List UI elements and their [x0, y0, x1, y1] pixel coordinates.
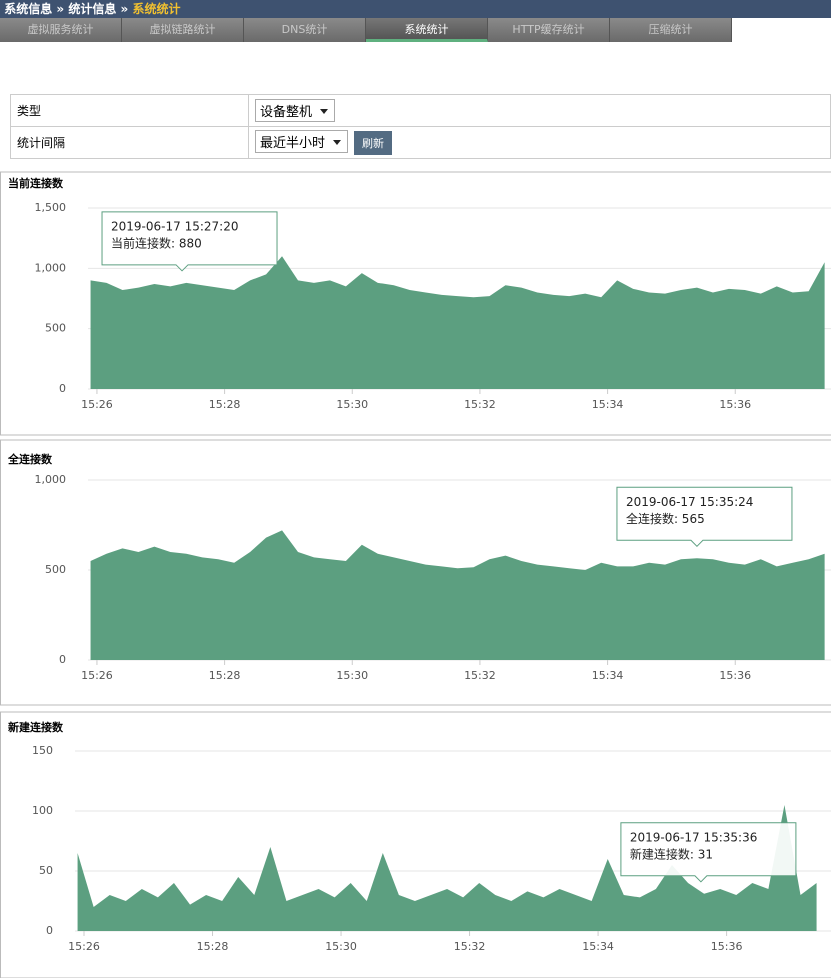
y-tick-label: 500 [45, 322, 66, 335]
x-tick-label: 15:36 [711, 940, 743, 953]
tab[interactable]: 系统统计 [366, 18, 488, 42]
x-tick-label: 15:28 [209, 398, 241, 411]
x-tick-label: 15:26 [81, 669, 113, 682]
x-tick-label: 15:28 [197, 940, 229, 953]
x-tick-label: 15:26 [81, 398, 113, 411]
tooltip-box [620, 822, 797, 883]
tab[interactable]: 虚拟服务统计 [0, 18, 122, 42]
x-tick-label: 15:34 [592, 398, 624, 411]
tooltip: 2019-06-17 15:35:36 新建连接数: 31 [620, 822, 797, 883]
tooltip-text: 当前连接数: 880 [111, 235, 202, 250]
tab-bar: 虚拟服务统计 虚拟链路统计 DNS统计 系统统计 HTTP缓存统计 压缩统计 [0, 18, 831, 42]
y-tick-label: 1,000 [35, 473, 67, 486]
area [90, 256, 825, 389]
crumb[interactable]: 统计信息 [68, 2, 117, 16]
label: 统计间隔 [10, 126, 249, 159]
x-tick-label: 15:32 [464, 669, 496, 682]
tooltip-box [616, 486, 793, 548]
y-tick-label: 1,500 [35, 201, 67, 214]
tooltip-text: 2019-06-17 15:35:24 [626, 495, 753, 509]
x-tick-label: 15:32 [454, 940, 486, 953]
tab[interactable]: 虚拟链路统计 [122, 18, 244, 42]
chart-title: 全连接数 [7, 452, 53, 466]
y-tick-label: 150 [32, 744, 53, 757]
area [77, 805, 817, 931]
x-tick-label: 15:30 [336, 398, 368, 411]
tooltip-text: 新建连接数: 31 [630, 846, 713, 861]
x-tick-label: 15:32 [464, 398, 496, 411]
x-tick-label: 15:30 [336, 669, 368, 682]
x-tick-label: 15:34 [592, 669, 624, 682]
y-tick-label: 100 [32, 804, 53, 817]
tooltip-text: 2019-06-17 15:27:20 [111, 219, 238, 233]
crumb-current: 系统统计 [132, 2, 181, 16]
x-tick-label: 15:30 [325, 940, 357, 953]
y-tick-label: 0 [59, 382, 66, 395]
y-tick-label: 1,000 [35, 261, 67, 274]
tooltip: 2019-06-17 15:35:24 全连接数: 565 [616, 486, 793, 548]
tab[interactable]: DNS统计 [244, 18, 366, 42]
form: 类型 设备整机 统计间隔 最近半小时 刷新 [10, 94, 831, 159]
tab[interactable]: HTTP缓存统计 [488, 18, 610, 42]
tab[interactable]: 压缩统计 [610, 18, 732, 42]
tooltip-text: 全连接数: 565 [626, 511, 705, 526]
tooltip-box [101, 211, 278, 272]
x-tick-label: 15:34 [582, 940, 614, 953]
x-tick-label: 15:36 [719, 669, 751, 682]
x-tick-label: 15:28 [209, 669, 241, 682]
y-tick-label: 500 [45, 563, 66, 576]
x-tick-label: 15:36 [719, 398, 751, 411]
select[interactable]: 设备整机 [255, 99, 336, 122]
y-tick-label: 0 [59, 653, 66, 666]
label: 类型 [10, 94, 249, 127]
chart-title: 当前连接数 [8, 176, 64, 190]
select[interactable]: 最近半小时 [255, 130, 349, 153]
area [90, 530, 825, 660]
y-tick-label: 0 [46, 924, 53, 937]
tooltip: 2019-06-17 15:27:20 当前连接数: 880 [101, 211, 278, 272]
chart-title: 新建连接数 [8, 720, 64, 734]
button[interactable]: 刷新 [354, 131, 393, 155]
crumb[interactable]: 系统信息 [4, 2, 53, 16]
breadcrumb: 系统信息 » 统计信息 » 系统统计 [0, 0, 831, 18]
tooltip-text: 2019-06-17 15:35:36 [630, 830, 757, 844]
y-tick-label: 50 [39, 864, 53, 877]
x-tick-label: 15:26 [68, 940, 100, 953]
